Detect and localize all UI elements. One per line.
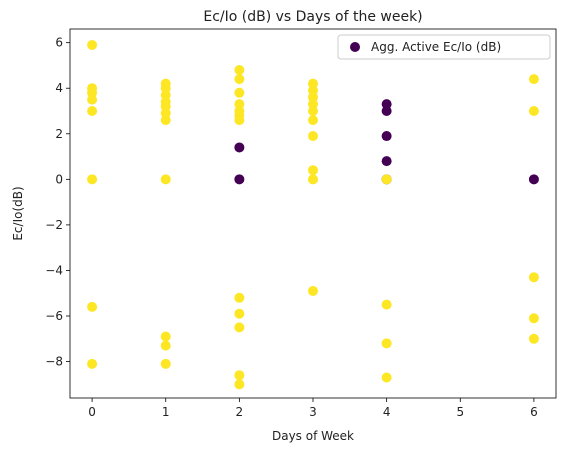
- data-point: [160, 115, 171, 126]
- data-point: [381, 372, 392, 383]
- data-point: [528, 174, 539, 185]
- data-point: [528, 333, 539, 344]
- x-tick-label: 0: [88, 405, 96, 419]
- data-point: [528, 313, 539, 324]
- data-point: [87, 358, 98, 369]
- data-point: [160, 358, 171, 369]
- data-point: [87, 174, 98, 185]
- data-point: [308, 174, 318, 185]
- x-tick-label: 6: [530, 405, 538, 419]
- data-point: [308, 92, 318, 103]
- data-point: [234, 99, 245, 110]
- data-point: [87, 106, 98, 116]
- data-point: [234, 308, 245, 319]
- data-point: [234, 174, 245, 185]
- data-point: [381, 338, 392, 349]
- data-point: [308, 285, 318, 296]
- x-tick-label: 3: [309, 405, 317, 419]
- data-point: [160, 174, 171, 185]
- y-tick-label: −2: [45, 218, 63, 232]
- data-point: [160, 331, 171, 342]
- data-point: [87, 301, 98, 312]
- legend-entry-label: Agg. Active Ec/Io (dB): [371, 40, 501, 54]
- data-point: [234, 292, 245, 303]
- chart-title: Ec/Io (dB) vs Days of the week): [203, 9, 422, 25]
- legend: Agg. Active Ec/Io (dB): [337, 34, 551, 60]
- data-point: [528, 272, 539, 283]
- data-point: [381, 174, 392, 185]
- data-point: [308, 78, 318, 89]
- data-point: [234, 370, 245, 381]
- x-tick-label: 1: [162, 405, 170, 419]
- y-axis-label: Ec/Io(dB): [11, 186, 25, 240]
- data-point: [381, 131, 392, 142]
- data-point: [160, 101, 171, 112]
- data-point: [87, 94, 98, 105]
- data-point: [381, 299, 392, 310]
- y-tick-label: 6: [55, 36, 63, 50]
- data-point: [234, 115, 245, 126]
- y-tick-label: 4: [55, 81, 63, 95]
- y-tick-label: 2: [55, 127, 63, 141]
- y-tick-label: −4: [45, 263, 63, 277]
- data-point: [234, 142, 245, 153]
- legend-box: [337, 34, 551, 60]
- data-point: [308, 115, 318, 126]
- data-point: [381, 106, 392, 116]
- data-point: [308, 165, 318, 176]
- data-point: [160, 90, 171, 101]
- data-point: [160, 108, 171, 119]
- data-point: [87, 87, 98, 98]
- data-point: [308, 106, 318, 116]
- data-point: [308, 131, 318, 142]
- data-point: [528, 106, 539, 116]
- data-point: [87, 39, 98, 50]
- data-point: [234, 322, 245, 333]
- data-point: [308, 85, 318, 96]
- x-tick-label: 2: [236, 405, 244, 419]
- data-point: [160, 83, 171, 94]
- data-point: [234, 379, 245, 390]
- data-point: [381, 156, 392, 167]
- data-point: [528, 74, 539, 85]
- y-tick-label: 0: [55, 172, 63, 186]
- legend-marker: [350, 42, 360, 52]
- plot-area: 0 1 2 3 4 5 6 −8 −6 −4 −2 0 2 4 6: [45, 28, 557, 419]
- data-point: [234, 65, 245, 75]
- x-axis-label: Days of Week: [272, 429, 354, 443]
- x-tick-label: 5: [456, 405, 464, 419]
- data-point: [234, 74, 245, 85]
- data-point: [160, 340, 171, 351]
- data-point: [234, 87, 245, 98]
- y-tick-label: −6: [45, 309, 63, 323]
- y-tick-label: −8: [45, 355, 63, 369]
- data-point: [381, 99, 392, 110]
- data-point: [308, 99, 318, 110]
- x-tick-label: 4: [383, 405, 391, 419]
